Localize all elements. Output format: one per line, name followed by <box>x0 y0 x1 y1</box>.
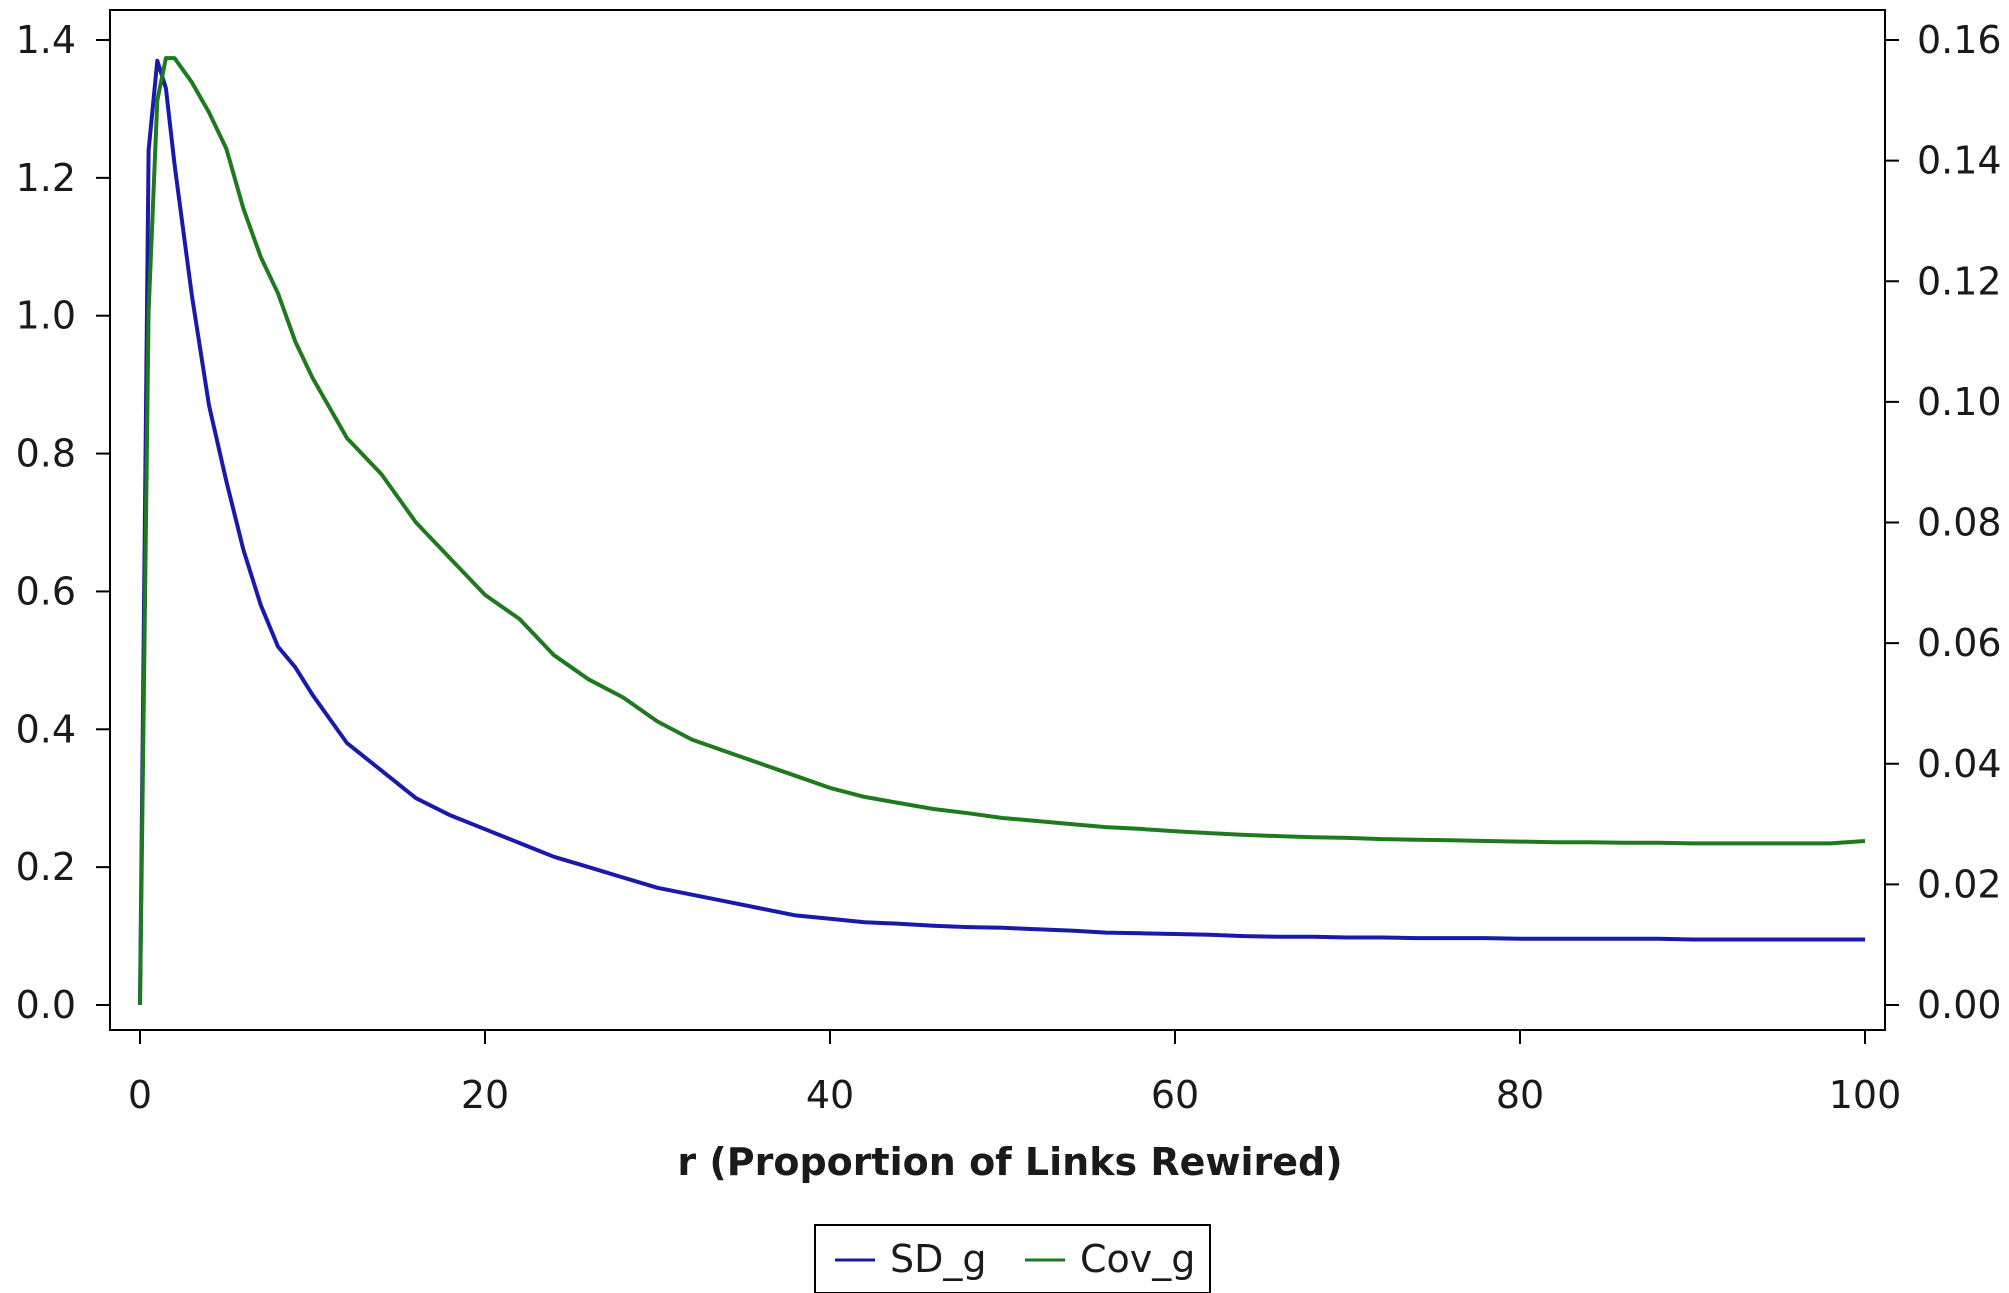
x-tick-label: 80 <box>1496 1073 1544 1117</box>
y-right-tick-label: 0.04 <box>1917 742 2002 786</box>
x-axis-title: r (Proportion of Links Rewired) <box>677 1140 1342 1184</box>
y-right-tick-label: 0.10 <box>1917 380 2002 424</box>
y-right-tick-label: 0.00 <box>1917 983 2002 1027</box>
y-right-tick-label: 0.08 <box>1917 501 2002 545</box>
y-left-tick-label: 1.4 <box>16 18 76 62</box>
y-left-tick-label: 0.4 <box>16 707 76 751</box>
legend-box <box>814 1224 1211 1293</box>
y-left-tick-label: 1.0 <box>16 294 76 338</box>
legend: SD_g Cov_g <box>814 1224 1211 1293</box>
series-line-sd-g <box>138 58 1865 1006</box>
y-left-tick-label: 0.0 <box>16 983 76 1027</box>
x-tick-label: 40 <box>806 1073 854 1117</box>
y-right-axis: 0.00 0.02 0.04 0.06 0.08 0.10 0.12 0.14 0.16 <box>1885 18 2002 1027</box>
x-tick-label: 0 <box>128 1073 152 1117</box>
series-line-cov-g <box>138 56 1866 1006</box>
y-right-tick-label: 0.14 <box>1917 139 2002 183</box>
y-right-tick-label: 0.16 <box>1917 18 2002 62</box>
y-left-axis: 0.0 0.2 0.4 0.6 0.8 1.0 1.2 1.4 <box>16 18 110 1027</box>
y-left-tick-label: 1.2 <box>16 156 76 200</box>
y-left-tick-label: 0.6 <box>16 569 76 613</box>
y-left-tick-label: 0.8 <box>16 432 76 476</box>
y-right-tick-label: 0.12 <box>1917 259 2002 303</box>
legend-label-sd-g: SD_g <box>890 1237 987 1281</box>
x-tick-label: 100 <box>1829 1073 1902 1117</box>
y-left-tick-label: 0.2 <box>16 845 76 889</box>
y-right-tick-label: 0.06 <box>1917 621 2002 665</box>
plot-frame <box>109 9 1886 1031</box>
y-right-tick-label: 0.02 <box>1917 862 2002 906</box>
series-lines <box>138 56 1866 1006</box>
legend-label-cov-g: Cov_g <box>1080 1237 1195 1281</box>
x-axis: 0 20 40 60 80 100 <box>128 1030 1901 1117</box>
x-tick-label: 60 <box>1151 1073 1199 1117</box>
x-tick-label: 20 <box>461 1073 509 1117</box>
